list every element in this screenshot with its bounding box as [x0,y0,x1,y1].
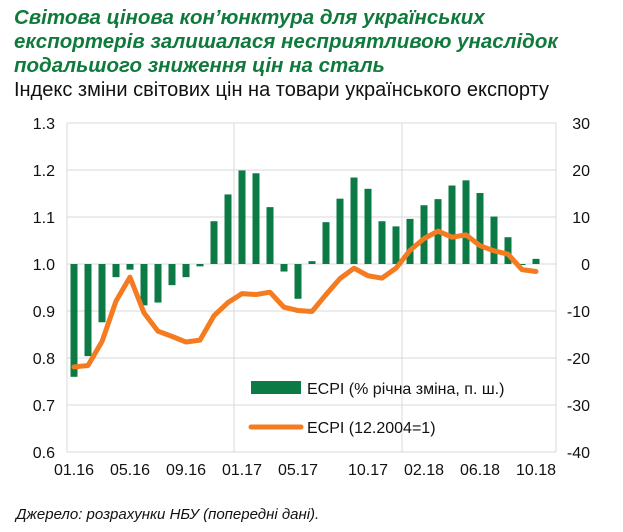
left-tick-label: 1.0 [33,257,55,274]
line-series [71,228,539,370]
bar [84,264,92,357]
bar [378,221,386,264]
chart-title: Світова цінова кон’юнктура для українськ… [14,6,558,77]
bar [140,264,148,306]
right-tick-label: 20 [572,163,590,180]
bar [280,264,288,272]
chart-subtitle: Індекс зміни світових цін на товари укра… [14,79,549,101]
bar [336,198,344,264]
right-tick-label: 0 [581,257,590,274]
x-tick-label: 02.18 [404,462,444,479]
bar [210,221,218,264]
bar [490,216,498,264]
right-tick-label: 30 [572,116,590,133]
left-tick-label: 0.6 [33,445,55,462]
left-tick-label: 0.7 [33,398,55,415]
bar [98,264,106,323]
x-tick-label: 01.17 [222,462,262,479]
left-tick-label: 1.1 [33,210,55,227]
right-tick-label: -20 [567,351,590,368]
x-tick-label: 05.17 [278,462,318,479]
bar [322,222,330,264]
x-tick-label: 06.18 [460,462,500,479]
bar [154,264,162,303]
bar [308,261,316,264]
bar [294,264,302,299]
bar [518,264,526,265]
x-tick-label: 10.18 [516,462,556,479]
bar [168,264,176,286]
bar [504,237,512,264]
x-tick-label: 05.16 [110,462,150,479]
right-tick-label: -10 [567,304,590,321]
bar [364,188,372,264]
right-tick-label: -40 [567,445,590,462]
right-tick-label: 10 [572,210,590,227]
bar [182,264,190,278]
bar [448,185,456,264]
bar [196,264,204,267]
bar [406,218,414,264]
bar [70,264,78,377]
source-note: Джерело: розрахунки НБУ (попередні дані)… [16,506,320,523]
bar [224,194,232,264]
x-tick-label: 09.16 [166,462,206,479]
bar [252,173,260,264]
bar [126,264,134,270]
bar [476,193,484,264]
bar [350,177,358,264]
bar [462,180,470,264]
bar [112,264,120,278]
bar [392,226,400,264]
legend-bar-swatch [251,381,301,394]
legend-bar-label: ECPI (% річна зміна, п. ш.) [307,381,504,398]
bar [532,258,540,264]
x-tick-label: 10.17 [348,462,388,479]
bar [266,207,274,264]
legend-line-label: ECPI (12.2004=1) [307,420,436,437]
left-tick-label: 1.3 [33,116,55,133]
right-tick-label: -30 [567,398,590,415]
left-tick-label: 0.8 [33,351,55,368]
bar [420,205,428,264]
bar [238,170,246,264]
left-tick-label: 1.2 [33,163,55,180]
left-tick-label: 0.9 [33,304,55,321]
x-tick-label: 01.16 [54,462,94,479]
